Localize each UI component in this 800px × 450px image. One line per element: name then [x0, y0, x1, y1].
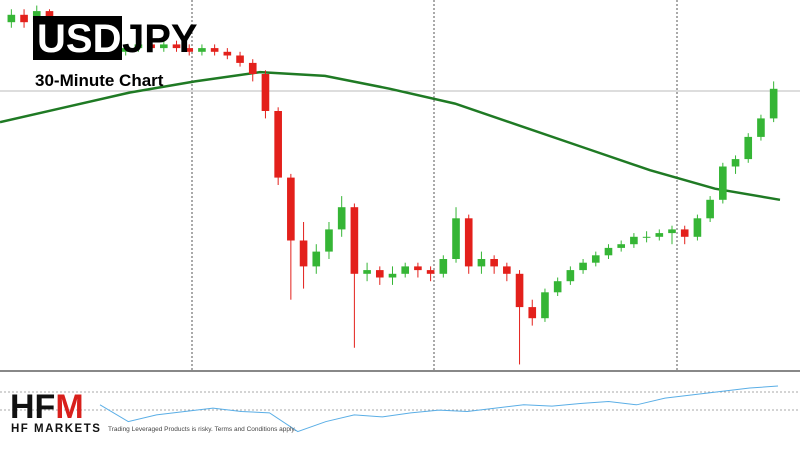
candle-body: [337, 207, 346, 230]
subtitle: 30-Minute Chart: [35, 71, 164, 90]
candle-body: [680, 229, 689, 237]
candle-body: [363, 270, 371, 274]
candle-body: [706, 199, 714, 219]
candle-body: [490, 259, 498, 267]
candle-body: [464, 218, 473, 267]
candle-body: [299, 240, 308, 267]
candle-body: [604, 247, 613, 256]
candle-body: [185, 48, 194, 52]
candle-body: [210, 48, 219, 52]
candle-body: [274, 111, 282, 178]
candle-body: [325, 229, 333, 252]
candle-body: [121, 48, 130, 52]
candle-body: [160, 44, 168, 49]
candle-body: [731, 159, 740, 167]
candle-body: [388, 273, 397, 278]
candle-body: [414, 266, 422, 271]
candle-body: [515, 273, 524, 308]
candle-body: [668, 229, 676, 234]
indicator-line: [99, 385, 779, 433]
candle-body: [719, 166, 727, 200]
candle-body: [477, 259, 486, 267]
candle-body: [528, 307, 537, 319]
logo: HFM: [10, 388, 84, 426]
candle-body: [147, 44, 155, 49]
candle-body: [248, 62, 257, 74]
candle-body: [769, 88, 778, 119]
candle-body: [617, 244, 625, 248]
title-right: JPY: [122, 17, 198, 61]
candle-body: [350, 207, 359, 274]
candle-body: [503, 266, 511, 274]
candle-body: [630, 236, 638, 245]
candle-body: [566, 270, 575, 282]
title-box: [33, 16, 122, 60]
candle-body: [223, 51, 232, 56]
candle-body: [172, 44, 181, 49]
candle-body: [312, 251, 321, 267]
candle-body: [655, 233, 664, 237]
candle-body: [744, 136, 753, 160]
logo-right: M: [55, 388, 83, 426]
candle-body: [452, 218, 460, 259]
candle-body: [261, 74, 270, 111]
candle-body: [236, 55, 244, 63]
indicator-panel: [99, 385, 779, 433]
candle-body: [375, 270, 384, 278]
disclaimer: Trading Leveraged Products is risky. Ter…: [108, 426, 296, 433]
candle-body: [591, 255, 600, 263]
candle-body: [287, 177, 295, 241]
candle-body: [693, 218, 702, 237]
candle-body: [7, 14, 16, 23]
logo-left: HF: [10, 388, 55, 426]
candle-body: [553, 281, 562, 293]
candle-body: [20, 14, 28, 23]
candle-body: [134, 44, 143, 49]
title-left: USD: [37, 17, 121, 61]
candle-body: [198, 48, 206, 52]
candle-body: [642, 236, 651, 238]
candle-body: [757, 118, 765, 137]
candle-body: [401, 266, 410, 274]
candle-body: [439, 259, 448, 274]
candle-body: [426, 270, 435, 274]
brand: HF MARKETS: [11, 423, 101, 435]
moving-average: [0, 70, 781, 202]
candle-body: [541, 292, 549, 319]
candle-body: [579, 262, 587, 271]
